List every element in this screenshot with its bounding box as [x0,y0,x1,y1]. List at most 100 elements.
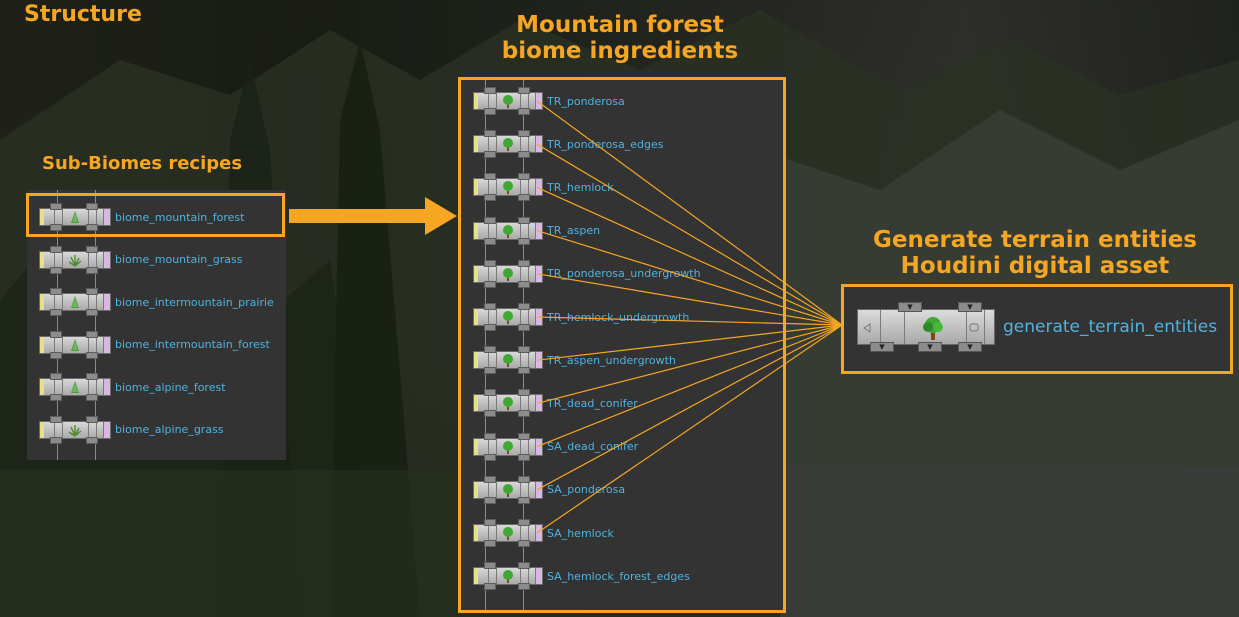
node-box[interactable] [473,432,543,461]
node-label[interactable]: SA_ponderosa [547,483,626,497]
node-output-connector[interactable] [484,108,496,115]
ingredient-node[interactable]: TR_hemlock [473,172,614,202]
node-input-connector[interactable] [50,415,62,423]
node-input-connector[interactable] [518,87,530,94]
subbiome-node[interactable]: biome_intermountain_prairie [39,287,274,317]
node-label[interactable]: TR_aspen_undergrowth [547,353,676,367]
node-label[interactable]: biome_alpine_grass [115,423,224,436]
node-label[interactable]: biome_intermountain_prairie [115,295,274,309]
node-output-connector[interactable] [50,436,62,444]
node-output-connector[interactable] [484,583,496,591]
ingredient-node[interactable]: TR_ponderosa_edges [473,129,664,159]
node-label[interactable]: SA_dead_conifer [547,440,639,454]
node-input-connector[interactable] [518,475,530,483]
node-input-connector[interactable] [50,373,62,380]
node-input-connector[interactable] [484,259,496,267]
node-output-connector[interactable] [484,151,496,159]
node-output-connector[interactable] [50,394,62,401]
node-output-connector[interactable] [518,496,530,504]
node-box[interactable] [39,415,111,444]
node-input-connector[interactable] [484,562,496,570]
node-input-connector[interactable] [50,203,62,210]
node-label[interactable]: biome_alpine_forest [115,380,226,394]
node-label[interactable]: TR_aspen [547,224,601,238]
node-input-connector[interactable] [518,346,530,354]
node-output-connector[interactable] [484,237,496,245]
node-input-connector[interactable] [518,303,530,310]
node-output-connector[interactable] [86,436,98,444]
node-output-connector[interactable] [50,266,62,274]
node-output-connector[interactable] [518,194,530,202]
subbiome-node[interactable]: biome_mountain_grass [39,245,242,275]
node-label[interactable]: TR_ponderosa [547,94,625,108]
node-output-connector[interactable] [518,280,530,288]
node-output-connector[interactable] [86,394,98,401]
node-input-connector[interactable] [86,415,98,423]
ingredient-node[interactable]: SA_hemlock [473,518,614,548]
node-input-connector[interactable] [484,173,496,181]
node-input-connector[interactable] [518,432,530,440]
node-box[interactable] [473,346,543,375]
node-input-connector[interactable] [484,303,496,310]
node-label[interactable]: SA_hemlock [547,526,614,540]
node-output-connector[interactable] [50,351,62,359]
node-input-connector[interactable] [484,346,496,354]
ingredient-node[interactable]: SA_ponderosa [473,475,625,505]
subbiome-node[interactable]: biome_alpine_grass [39,415,224,445]
node-output-connector[interactable] [50,309,62,316]
node-input-connector[interactable] [50,288,62,295]
node-input-connector[interactable] [86,373,98,380]
node-input-connector[interactable] [484,87,496,94]
node-box[interactable] [473,259,543,288]
node-output-connector[interactable] [50,224,62,231]
node-input-connector[interactable] [518,519,530,526]
node-label[interactable]: biome_mountain_grass [115,253,243,266]
ingredient-node[interactable]: TR_ponderosa_undergrowth [473,259,701,289]
node-input-connector[interactable] [518,389,530,397]
node-output-connector[interactable] [518,237,530,245]
node-input-connector[interactable] [50,245,62,253]
subbiome-node[interactable]: biome_alpine_forest [39,372,226,402]
node-output-connector[interactable] [86,309,98,316]
node-box[interactable] [39,373,111,401]
node-input-connector[interactable] [484,216,496,224]
node-box[interactable] [473,130,543,159]
ingredient-node[interactable]: TR_ponderosa [473,86,625,116]
node-input-connector[interactable] [484,519,496,526]
node-output-connector[interactable] [484,453,496,461]
node-input-connector[interactable] [86,203,98,210]
node-input-connector[interactable] [86,330,98,338]
node-input-connector[interactable] [86,245,98,253]
node-label[interactable]: TR_hemlock_undergrowth [547,310,690,324]
node-box[interactable] [473,475,543,504]
node-input-connector[interactable] [484,130,496,138]
ingredient-node[interactable]: TR_aspen [473,216,600,246]
node-box[interactable] [39,245,111,274]
node-input-connector[interactable] [518,259,530,267]
node-input-connector[interactable] [518,216,530,224]
generate-terrain-entities-node[interactable]: ▼ ▼ ▼ ▼ ▼ [857,302,995,352]
node-output-connector[interactable] [518,583,530,591]
node-box[interactable] [39,288,111,316]
node-box[interactable] [473,87,543,115]
node-label[interactable]: TR_ponderosa_undergrowth [547,267,701,281]
node-output-connector[interactable] [484,280,496,288]
node-output-connector[interactable] [86,266,98,274]
node-box[interactable] [473,303,543,331]
subbiome-node[interactable]: biome_mountain_forest [39,202,244,232]
node-input-connector[interactable] [50,330,62,338]
node-output-connector[interactable] [484,410,496,418]
node-input-connector[interactable] [86,288,98,295]
node-input-connector[interactable] [484,475,496,483]
node-box[interactable] [39,203,111,231]
node-output-connector[interactable] [518,324,530,331]
node-input-connector[interactable] [484,389,496,397]
node-output-connector[interactable] [484,324,496,331]
node-output-connector[interactable] [518,367,530,375]
node-label[interactable]: TR_dead_conifer [547,396,638,410]
node-label[interactable]: biome_intermountain_forest [115,338,270,351]
node-output-connector[interactable] [518,108,530,115]
ingredient-node[interactable]: TR_aspen_undergrowth [473,345,676,375]
node-box[interactable] [473,519,543,547]
node-input-connector[interactable] [518,130,530,138]
